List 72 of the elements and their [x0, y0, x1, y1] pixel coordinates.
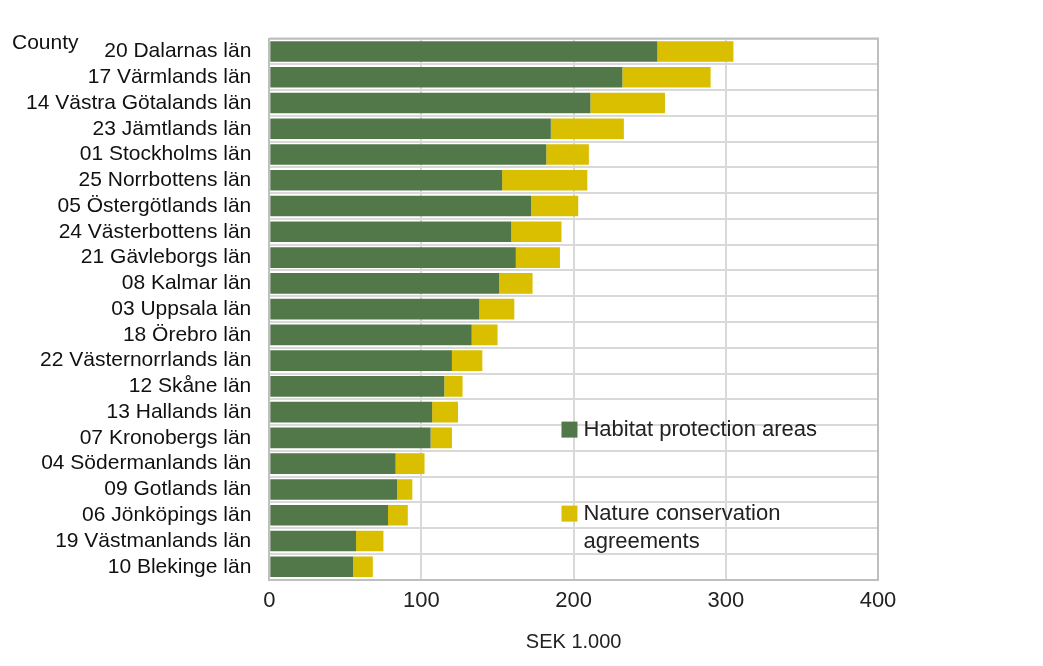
bar — [432, 401, 458, 423]
y-tick-label: 22 Västernorrlands län — [40, 347, 252, 371]
y-tick-label: 07 Kronobergs län — [79, 424, 252, 448]
bar — [270, 298, 480, 320]
bar — [270, 453, 396, 474]
bar — [502, 169, 588, 191]
bar — [270, 556, 353, 578]
y-tick-label: 19 Västmanlands län — [55, 527, 252, 551]
y-tick-label: 01 Stockholms län — [79, 141, 252, 165]
bar — [531, 195, 579, 217]
y-tick-label: 09 Gotlands län — [104, 476, 252, 500]
bar — [270, 504, 388, 526]
bar — [270, 41, 658, 62]
legend-label: Nature conservation agreements — [583, 499, 781, 553]
y-axis-title: County — [12, 30, 79, 54]
y-tick-label: 12 Skåne län — [128, 373, 252, 397]
bar — [270, 273, 500, 294]
bar — [444, 376, 463, 397]
y-tick-label: 05 Östergötlands län — [57, 192, 252, 216]
bar — [550, 118, 624, 140]
y-tick-label: 08 Kalmar län — [121, 270, 252, 294]
bar — [430, 427, 452, 449]
y-tick-label: 06 Jönköpings län — [82, 501, 252, 525]
bar — [657, 41, 734, 62]
x-tick-label: 400 — [859, 586, 897, 612]
bar — [356, 530, 384, 552]
bar — [270, 324, 472, 346]
bar — [479, 298, 515, 320]
y-tick-label: 20 Dalarnas län — [104, 38, 252, 62]
bar — [270, 169, 503, 191]
bar — [270, 195, 532, 217]
y-tick-label: 25 Norrbottens län — [78, 167, 252, 191]
bar — [270, 479, 398, 500]
y-tick-label: 23 Jämtlands län — [92, 115, 252, 139]
bar — [270, 118, 551, 140]
bar — [270, 66, 623, 88]
legend-label: Habitat protection areas — [583, 415, 818, 441]
bar — [395, 453, 425, 474]
bar — [270, 92, 591, 114]
bar — [471, 324, 498, 346]
bar — [451, 350, 483, 371]
y-tick-label: 03 Uppsala län — [111, 295, 252, 319]
x-axis-title: SEK 1.000 — [525, 629, 622, 652]
bar — [397, 479, 413, 500]
bar — [511, 221, 562, 243]
x-tick-label: 100 — [403, 586, 440, 612]
bar — [546, 144, 589, 165]
bar — [388, 504, 408, 526]
y-tick-label: 04 Södermanlands län — [41, 450, 252, 474]
bar — [270, 401, 433, 423]
bar — [353, 556, 373, 578]
bar — [499, 273, 533, 294]
bar — [270, 350, 452, 371]
bar — [515, 247, 560, 268]
y-tick-label: 14 Västra Götalands län — [26, 89, 252, 113]
y-tick-label: 18 Örebro län — [122, 321, 252, 345]
y-tick-label: 13 Hallands län — [106, 398, 252, 422]
bar — [270, 221, 512, 243]
bar — [270, 427, 431, 449]
x-tick-label: 200 — [555, 586, 593, 612]
bar — [622, 66, 711, 88]
x-tick-label: 300 — [707, 586, 745, 612]
bar — [270, 144, 547, 165]
bar — [270, 530, 357, 552]
x-tick-label: 0 — [263, 586, 276, 612]
bar — [270, 376, 445, 397]
bar — [270, 247, 516, 268]
y-tick-label: 10 Blekinge län — [107, 553, 252, 577]
bar — [590, 92, 665, 114]
y-tick-label: 17 Värmlands län — [87, 64, 252, 88]
y-tick-label: 21 Gävleborgs län — [80, 244, 252, 268]
y-tick-label: 24 Västerbottens län — [58, 218, 252, 242]
